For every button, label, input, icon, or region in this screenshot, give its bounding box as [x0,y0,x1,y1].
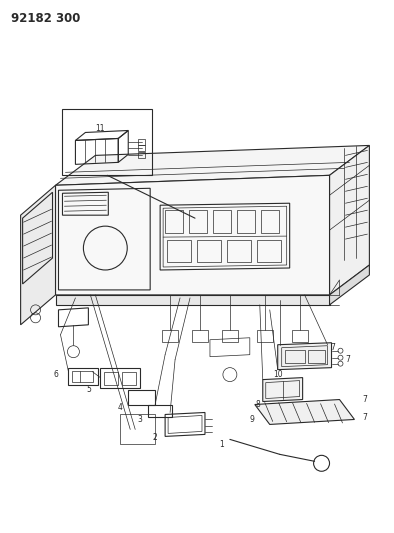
Polygon shape [56,295,329,305]
Text: 9: 9 [249,415,254,424]
Text: 7: 7 [362,413,367,422]
Text: 7: 7 [330,343,335,352]
Text: 92182 300: 92182 300 [11,12,80,26]
Text: 7: 7 [362,395,367,404]
Text: 6: 6 [53,370,58,379]
Text: 2: 2 [153,433,158,442]
Polygon shape [263,377,303,401]
Text: 11: 11 [96,124,105,133]
Polygon shape [278,343,331,369]
Text: 10: 10 [273,370,282,379]
Polygon shape [329,146,370,295]
Text: 4: 4 [118,403,123,412]
Text: 7: 7 [345,355,350,364]
Text: 8: 8 [255,400,260,409]
Text: 5: 5 [86,385,91,394]
Polygon shape [255,400,355,424]
Text: 3: 3 [138,415,143,424]
Text: 1: 1 [219,440,224,449]
Polygon shape [56,175,329,295]
Polygon shape [329,265,370,305]
Polygon shape [56,146,370,185]
Polygon shape [20,185,56,325]
